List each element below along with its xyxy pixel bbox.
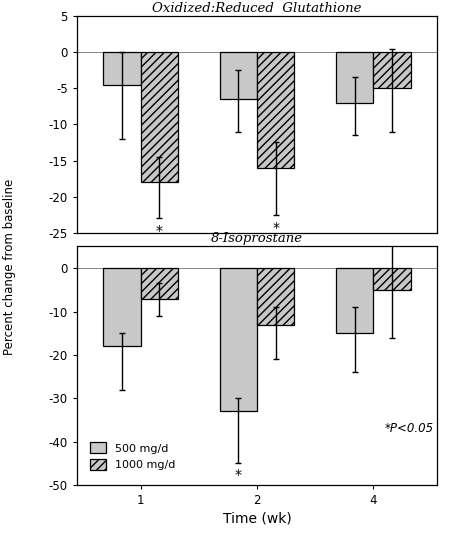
Bar	[103, 268, 141, 346]
X-axis label: Time (wk): Time (wk)	[223, 511, 291, 525]
Text: *: *	[272, 221, 279, 235]
Bar	[336, 52, 373, 103]
Bar	[336, 268, 373, 333]
Bar	[141, 268, 178, 298]
Bar	[103, 52, 141, 85]
Bar	[373, 268, 411, 290]
Bar	[373, 52, 411, 88]
Title: 8-Isoprostane: 8-Isoprostane	[211, 232, 303, 245]
Bar	[257, 268, 295, 325]
Bar	[220, 52, 257, 99]
Bar	[257, 52, 295, 168]
Bar	[141, 52, 178, 182]
Text: Percent change from baseline: Percent change from baseline	[3, 179, 15, 354]
Bar	[220, 268, 257, 411]
Text: *P<0.05: *P<0.05	[385, 422, 434, 435]
Legend: 500 mg/d, 1000 mg/d: 500 mg/d, 1000 mg/d	[86, 438, 179, 475]
Text: *: *	[235, 467, 242, 482]
Text: *: *	[156, 224, 163, 238]
Title: Oxidized:Reduced  Glutathione: Oxidized:Reduced Glutathione	[152, 2, 362, 15]
